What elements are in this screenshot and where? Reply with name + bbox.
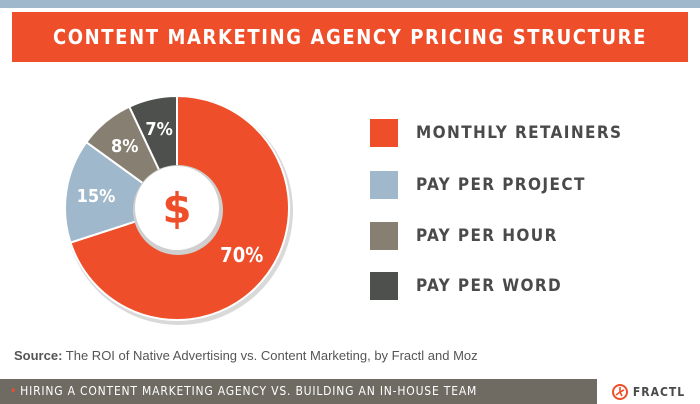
legend-label: PAY PER PROJECT [416, 175, 586, 195]
source-note: Source: The ROI of Native Advertising vs… [14, 348, 478, 363]
legend-item-pay-per-project: PAY PER PROJECT [370, 170, 586, 200]
bullet-icon: • [10, 384, 18, 398]
pie-label-pay-per-hour: 8% [111, 136, 139, 157]
legend-swatch [370, 171, 398, 199]
footer-link[interactable]: • HIRING A CONTENT MARKETING AGENCY VS. B… [10, 384, 477, 398]
legend-item-pay-per-word: PAY PER WORD [370, 271, 562, 301]
top-stripe [0, 0, 700, 8]
dollar-icon: $ [162, 184, 191, 233]
legend-item-pay-per-hour: PAY PER HOUR [370, 221, 558, 251]
chart-title: CONTENT MARKETING AGENCY PRICING STRUCTU… [52, 25, 648, 49]
legend-item-monthly-retainers: MONTHLY RETAINERS [370, 118, 622, 148]
legend-swatch [370, 272, 398, 300]
legend-label: MONTHLY RETAINERS [416, 123, 623, 143]
brand-logo: FRACTL [597, 379, 700, 404]
footer-bar: • HIRING A CONTENT MARKETING AGENCY VS. B… [0, 379, 700, 404]
legend-swatch [370, 119, 398, 147]
pie-label-pay-per-word: 7% [145, 119, 173, 140]
title-banner: CONTENT MARKETING AGENCY PRICING STRUCTU… [12, 12, 688, 62]
source-text: The ROI of Native Advertising vs. Conten… [65, 348, 478, 363]
legend-label: PAY PER WORD [416, 276, 563, 296]
pie-chart: $ 70% 15% 8% 7% [64, 94, 293, 325]
pie-labels: 70% 15% 8% 7% [77, 119, 264, 267]
source-label: Source: [14, 348, 63, 363]
pie-slice-pay-per-project [64, 140, 180, 244]
footer-text: HIRING A CONTENT MARKETING AGENCY VS. BU… [20, 384, 478, 398]
legend-swatch [370, 222, 398, 250]
fractl-logo-icon [611, 383, 628, 400]
pie-label-monthly-retainers: 70% [220, 243, 263, 267]
brand-name: FRACTL [632, 384, 686, 399]
pie-label-pay-per-project: 15% [77, 186, 116, 207]
legend-label: PAY PER HOUR [416, 226, 558, 246]
center-circle [135, 166, 219, 250]
